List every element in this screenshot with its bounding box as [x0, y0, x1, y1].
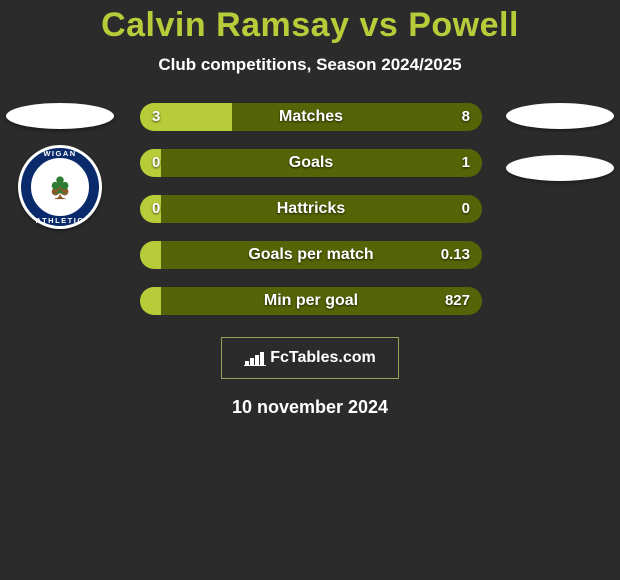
- stat-bars: 3Matches80Goals10Hattricks0Goals per mat…: [140, 103, 482, 315]
- brand-text: FcTables.com: [270, 349, 376, 367]
- crest-text-bottom: ATHLETIC: [18, 216, 102, 225]
- bar-right-value: 8: [462, 103, 470, 131]
- bar-right-value: 827: [445, 287, 470, 315]
- bar-label: Min per goal: [140, 287, 482, 315]
- crest-text-top: WIGAN: [18, 149, 102, 158]
- right-player-oval: [506, 103, 614, 129]
- comparison-infographic: Calvin Ramsay vs Powell Club competition…: [0, 0, 620, 580]
- bar-right-value: 0: [462, 195, 470, 223]
- stat-bar: Goals per match0.13: [140, 241, 482, 269]
- bar-label: Matches: [140, 103, 482, 131]
- left-club-crest: WIGAN ♣ ATHLETIC: [18, 145, 102, 229]
- crest-inner: ♣: [33, 160, 87, 214]
- stat-bar: 0Goals1: [140, 149, 482, 177]
- page-title: Calvin Ramsay vs Powell: [0, 0, 620, 45]
- brand-box: FcTables.com: [221, 337, 399, 379]
- bar-label: Hattricks: [140, 195, 482, 223]
- bar-label: Goals per match: [140, 241, 482, 269]
- left-player-oval: [6, 103, 114, 129]
- left-player-column: WIGAN ♣ ATHLETIC: [0, 103, 120, 229]
- content: WIGAN ♣ ATHLETIC 3Matches80Goals10Hattri…: [0, 103, 620, 315]
- bar-chart-icon: [244, 350, 266, 366]
- bar-right-value: 0.13: [441, 241, 470, 269]
- stat-bar: 0Hattricks0: [140, 195, 482, 223]
- right-player-column: [500, 103, 620, 181]
- stat-bar: Min per goal827: [140, 287, 482, 315]
- tree-icon: ♣: [51, 168, 69, 200]
- bar-label: Goals: [140, 149, 482, 177]
- bar-right-value: 1: [462, 149, 470, 177]
- subtitle: Club competitions, Season 2024/2025: [0, 55, 620, 75]
- date: 10 november 2024: [0, 397, 620, 418]
- stat-bar: 3Matches8: [140, 103, 482, 131]
- right-club-oval: [506, 155, 614, 181]
